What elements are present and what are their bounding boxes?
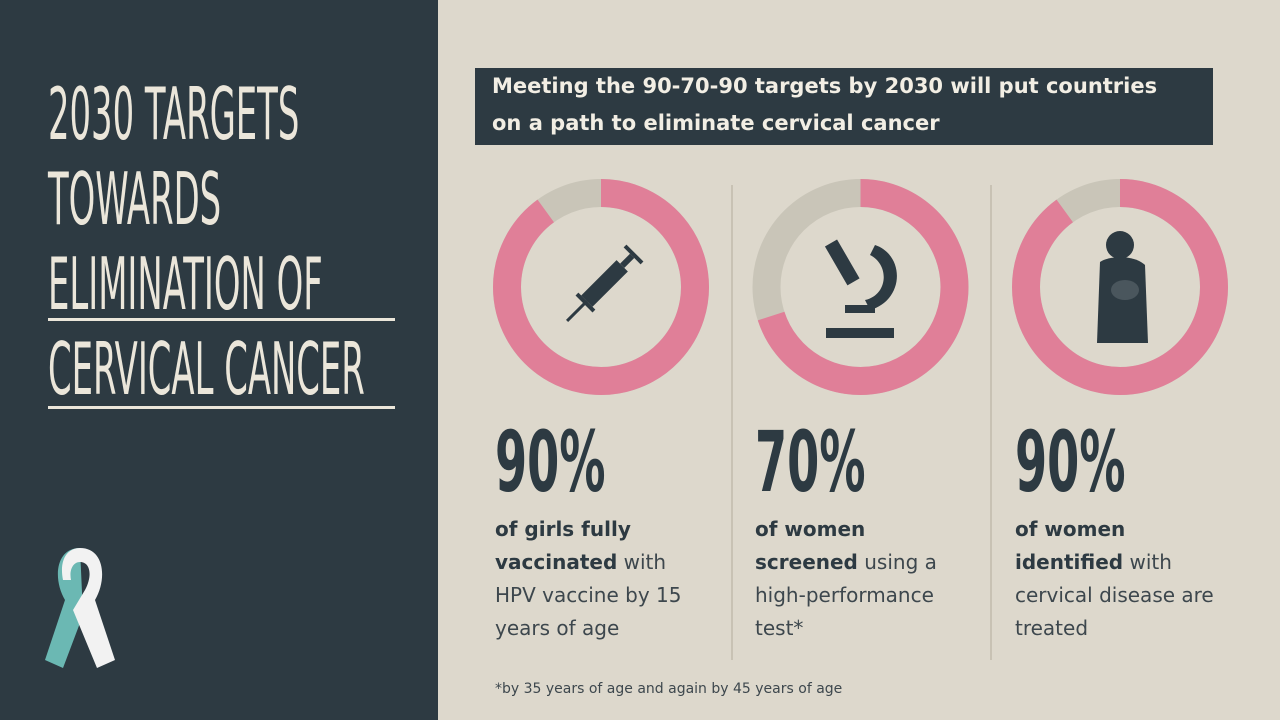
headline-box bbox=[475, 68, 1213, 145]
percent-label: 90% bbox=[1015, 413, 1126, 511]
percent-label: 70% bbox=[755, 413, 866, 511]
description-bold: of women identified bbox=[1015, 517, 1126, 574]
woman-icon bbox=[1097, 231, 1148, 343]
description-text: with HPV vaccine by 15 years of age bbox=[495, 550, 682, 640]
donut-arc bbox=[757, 179, 969, 395]
footnote: *by 35 years of age and again by 45 year… bbox=[495, 681, 843, 697]
microscope-icon bbox=[824, 239, 897, 338]
title-line: TOWARDS bbox=[48, 157, 222, 241]
title-underline bbox=[48, 406, 395, 409]
title-line: 2030 TARGETS bbox=[48, 72, 300, 156]
description-bold: of women screened bbox=[755, 517, 866, 574]
donut-layer bbox=[493, 179, 1228, 395]
target-description: of women screened using a high-performan… bbox=[755, 513, 955, 645]
percent-label: 90% bbox=[495, 413, 606, 511]
ribbon-icon bbox=[45, 548, 115, 668]
divider bbox=[990, 185, 992, 660]
donut-arc bbox=[1012, 179, 1228, 395]
headline-line: Meeting the 90-70-90 targets by 2030 wil… bbox=[492, 74, 1158, 98]
target-description: of women identified with cervical diseas… bbox=[1015, 513, 1215, 645]
title-line: ELIMINATION OF bbox=[48, 242, 323, 326]
donut-arc bbox=[493, 179, 709, 395]
description-text: using a high-performance test* bbox=[755, 550, 937, 640]
divider bbox=[731, 185, 733, 660]
description-text: with cervical disease are treated bbox=[1015, 550, 1214, 640]
description-bold: of girls fully vaccinated bbox=[495, 517, 631, 574]
headline-line: on a path to eliminate cervical cancer bbox=[492, 111, 940, 135]
title-line: CERVICAL CANCER bbox=[48, 327, 365, 411]
syringe-icon bbox=[565, 244, 644, 323]
title-underline bbox=[48, 318, 395, 321]
target-description: of girls fully vaccinated with HPV vacci… bbox=[495, 513, 695, 645]
